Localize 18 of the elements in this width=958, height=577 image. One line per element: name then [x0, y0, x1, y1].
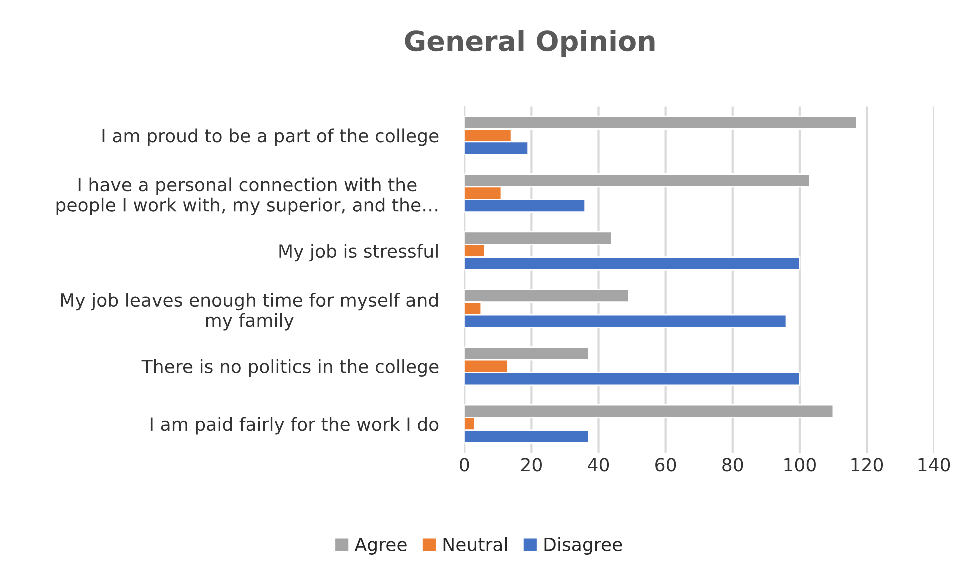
y-tick-label: There is no politics in the college [142, 360, 439, 378]
y-tick-label: I have a personal connection with the people I work with, my superior, and the… [56, 178, 438, 216]
legend-label: Disagree [544, 538, 622, 555]
legend-label: Neutral [444, 538, 508, 552]
chart-title: General Opinion [405, 30, 655, 57]
y-tick-label: My job is stressful [280, 244, 438, 262]
x-tick-label: 0 [460, 458, 470, 472]
y-tick-label: My job leaves enough time for myself and my family [61, 293, 438, 331]
y-tick-label: I am proud to be a part of the college [102, 128, 439, 146]
y-tick-label: I am paid fairly for the work I do [150, 417, 439, 435]
legend-label: Agree [354, 538, 407, 555]
x-tick-label: 140 [918, 458, 950, 472]
x-tick-label: 20 [522, 458, 542, 472]
x-tick-label: 40 [588, 458, 610, 472]
x-tick-label: 80 [722, 458, 744, 472]
x-tick-label: 120 [852, 458, 884, 472]
x-tick-label: 100 [784, 458, 816, 472]
x-tick-label: 60 [656, 458, 676, 472]
